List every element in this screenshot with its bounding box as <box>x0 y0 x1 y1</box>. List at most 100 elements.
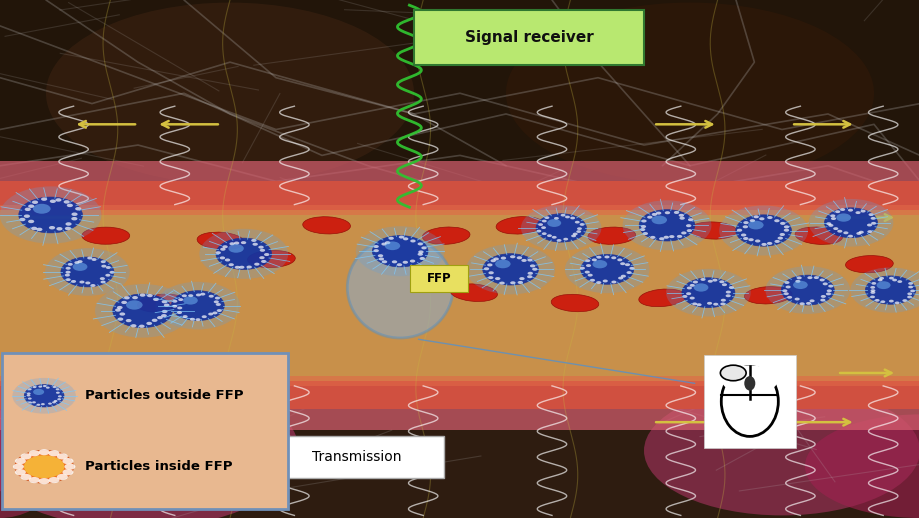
Text: FFP: FFP <box>426 272 451 285</box>
Circle shape <box>410 239 415 242</box>
Circle shape <box>696 303 701 306</box>
Circle shape <box>373 249 379 252</box>
Ellipse shape <box>422 227 470 244</box>
Circle shape <box>799 303 804 305</box>
Circle shape <box>651 213 656 216</box>
Circle shape <box>55 198 62 202</box>
Circle shape <box>720 299 725 301</box>
Ellipse shape <box>638 289 686 307</box>
Circle shape <box>201 315 207 318</box>
Circle shape <box>611 281 616 283</box>
Circle shape <box>28 388 31 391</box>
Circle shape <box>651 215 666 224</box>
Circle shape <box>162 300 167 304</box>
Circle shape <box>719 206 807 255</box>
Circle shape <box>53 400 58 402</box>
Circle shape <box>777 237 782 240</box>
Circle shape <box>571 235 575 237</box>
FancyBboxPatch shape <box>703 355 795 448</box>
Text: Particles inside FFP: Particles inside FFP <box>85 460 232 473</box>
Circle shape <box>740 234 745 237</box>
Circle shape <box>707 280 712 283</box>
Circle shape <box>208 312 213 315</box>
Circle shape <box>640 225 645 228</box>
Circle shape <box>373 245 379 248</box>
Circle shape <box>742 225 747 228</box>
Circle shape <box>692 281 698 283</box>
Circle shape <box>825 293 830 295</box>
Circle shape <box>686 286 691 290</box>
Circle shape <box>866 224 871 226</box>
Circle shape <box>874 299 879 301</box>
Circle shape <box>825 222 831 225</box>
Circle shape <box>564 246 649 293</box>
Circle shape <box>765 266 849 314</box>
Circle shape <box>676 235 682 238</box>
Circle shape <box>547 234 551 237</box>
Ellipse shape <box>138 294 184 312</box>
Circle shape <box>61 257 114 287</box>
Circle shape <box>126 319 131 322</box>
Circle shape <box>689 284 694 287</box>
Circle shape <box>516 256 522 260</box>
Circle shape <box>65 271 71 274</box>
Circle shape <box>587 274 592 277</box>
Circle shape <box>391 261 397 263</box>
Circle shape <box>784 281 789 284</box>
Ellipse shape <box>505 3 873 184</box>
Circle shape <box>494 260 510 268</box>
Circle shape <box>753 215 758 218</box>
Circle shape <box>130 324 136 327</box>
Circle shape <box>77 260 83 263</box>
Circle shape <box>547 219 561 227</box>
Circle shape <box>52 401 56 404</box>
Circle shape <box>602 280 607 282</box>
Circle shape <box>665 269 750 316</box>
Circle shape <box>906 293 912 295</box>
Circle shape <box>213 300 219 303</box>
Circle shape <box>619 262 625 265</box>
Circle shape <box>518 277 524 280</box>
Circle shape <box>617 258 622 261</box>
Circle shape <box>517 281 522 284</box>
Circle shape <box>49 226 55 229</box>
Circle shape <box>867 230 871 233</box>
Circle shape <box>147 294 153 297</box>
Circle shape <box>28 205 34 208</box>
Circle shape <box>57 453 68 459</box>
Ellipse shape <box>302 217 350 234</box>
Circle shape <box>678 214 684 217</box>
Circle shape <box>384 241 400 250</box>
Circle shape <box>64 464 75 470</box>
Circle shape <box>419 257 425 260</box>
Circle shape <box>482 254 538 285</box>
Circle shape <box>43 385 47 387</box>
Ellipse shape <box>247 250 295 268</box>
Ellipse shape <box>643 386 919 515</box>
Circle shape <box>783 228 789 232</box>
Circle shape <box>794 298 799 300</box>
Circle shape <box>570 217 574 220</box>
Circle shape <box>829 214 834 217</box>
Circle shape <box>75 207 81 210</box>
Circle shape <box>398 236 403 239</box>
Circle shape <box>847 235 852 238</box>
Circle shape <box>664 211 669 214</box>
Circle shape <box>686 224 691 227</box>
Ellipse shape <box>587 227 635 244</box>
Circle shape <box>531 268 537 271</box>
Circle shape <box>870 282 875 285</box>
Circle shape <box>805 302 811 305</box>
Circle shape <box>541 220 546 222</box>
Bar <box>0 210 919 381</box>
Circle shape <box>172 300 177 303</box>
Circle shape <box>33 389 44 395</box>
Circle shape <box>24 214 30 218</box>
Circle shape <box>758 217 764 220</box>
Circle shape <box>538 223 542 226</box>
Circle shape <box>849 267 919 313</box>
Circle shape <box>785 285 789 289</box>
Circle shape <box>55 388 60 391</box>
Circle shape <box>162 310 167 313</box>
Ellipse shape <box>720 365 777 394</box>
